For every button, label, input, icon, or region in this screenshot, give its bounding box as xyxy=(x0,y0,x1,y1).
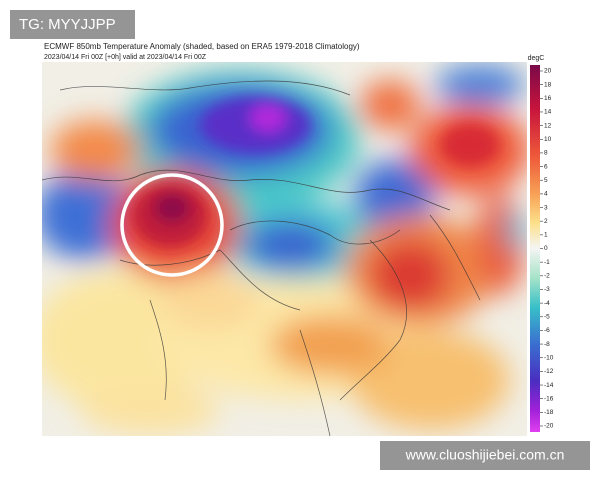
colorbar-tick-label: -3 xyxy=(544,286,550,293)
colorbar-tick-label: 2 xyxy=(544,218,548,225)
watermark-bottom: www.cluoshijiebei.com.cn xyxy=(405,447,565,463)
watermark-box xyxy=(10,10,135,39)
colorbar-tick-label: -18 xyxy=(544,409,554,416)
colorbar-tick-label: 10 xyxy=(544,136,552,143)
watermark-top: TG: MYYJJPP xyxy=(19,16,116,33)
colorbar-tick-label: -10 xyxy=(544,354,554,361)
colorbar-tick-label: 14 xyxy=(544,109,552,116)
colorbar-tick-label: -2 xyxy=(544,273,550,280)
colorbar-tick-label: -20 xyxy=(544,423,554,430)
colorbar-tick-label: -5 xyxy=(544,313,550,320)
colorbar-tick-label: 16 xyxy=(544,95,552,102)
colorbar-tick-label: 3 xyxy=(544,204,548,211)
colorbar-unit: degC xyxy=(528,55,545,62)
map-subtitle: 2023/04/14 Fri 00Z [+0h] valid at 2023/0… xyxy=(44,54,207,61)
colorbar-tick-label: -8 xyxy=(544,341,550,348)
map-title: ECMWF 850mb Temperature Anomaly (shaded,… xyxy=(44,42,360,51)
colorbar-tick-label: 12 xyxy=(544,122,552,129)
colorbar-tick-label: 6 xyxy=(544,163,548,170)
colorbar-tick-label: 4 xyxy=(544,191,548,198)
colorbar-tick-label: -14 xyxy=(544,382,554,389)
colorbar-tick-label: 0 xyxy=(544,245,548,252)
colorbar-tick-label: 5 xyxy=(544,177,548,184)
colorbar-tick-label: 8 xyxy=(544,150,548,157)
colorbar-tick-label: 1 xyxy=(544,232,548,239)
colorbar xyxy=(530,65,540,432)
colorbar-tick-label: 18 xyxy=(544,81,552,88)
colorbar-tick-label: -4 xyxy=(544,300,550,307)
colorbar-tick-label: -6 xyxy=(544,327,550,334)
colorbar-tick-label: 20 xyxy=(544,68,552,75)
colorbar-tick-label: -12 xyxy=(544,368,554,375)
colorbar-tick-label: -16 xyxy=(544,395,554,402)
watermark-box xyxy=(380,441,590,470)
anomaly-map xyxy=(42,62,527,436)
colorbar-tick-label: -1 xyxy=(544,259,550,266)
